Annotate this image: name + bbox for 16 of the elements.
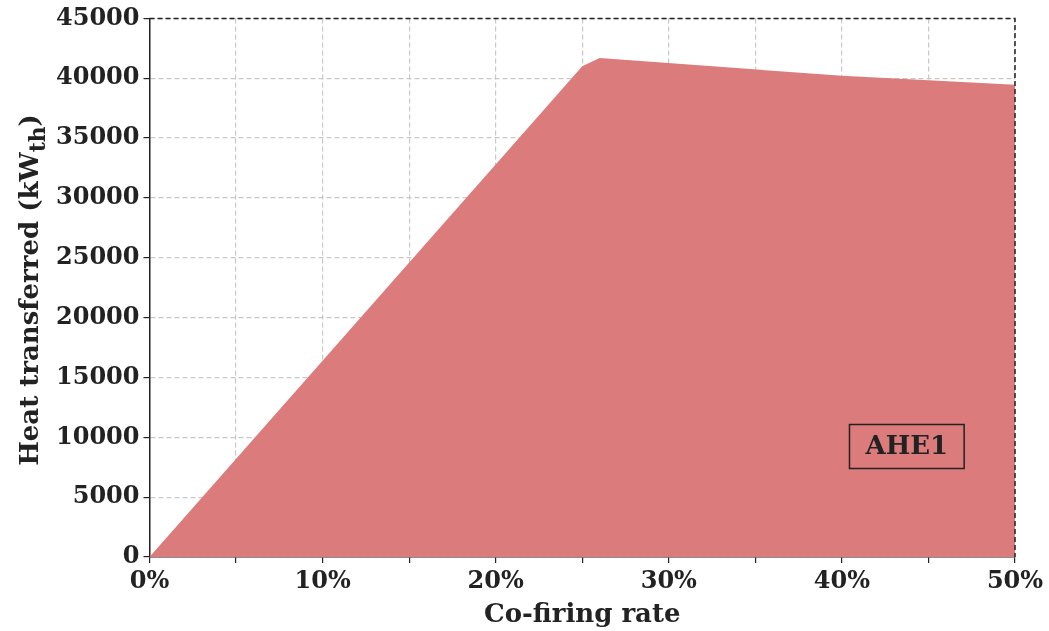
x-tick-label: 20% [467, 564, 524, 594]
y-tick-label: 35000 [56, 121, 140, 151]
x-tick-label: 10% [294, 564, 351, 594]
y-tick-label: 25000 [56, 241, 140, 271]
y-tick-label: 5000 [72, 480, 140, 510]
x-axis-title: Co-firing rate [483, 598, 681, 629]
y-tick-label: 45000 [56, 1, 140, 31]
y-tick-label: 10000 [56, 420, 140, 450]
y-tick-label: 40000 [56, 61, 140, 91]
x-tick-label: 30% [640, 564, 698, 594]
x-tick-label: 40% [813, 564, 871, 594]
x-tick-label: 50% [986, 564, 1044, 594]
y-tick-label: 20000 [56, 300, 140, 330]
annotation: AHE1 [864, 430, 949, 461]
y-tick-label: 15000 [56, 360, 140, 390]
y-tick-label: 30000 [56, 181, 140, 211]
